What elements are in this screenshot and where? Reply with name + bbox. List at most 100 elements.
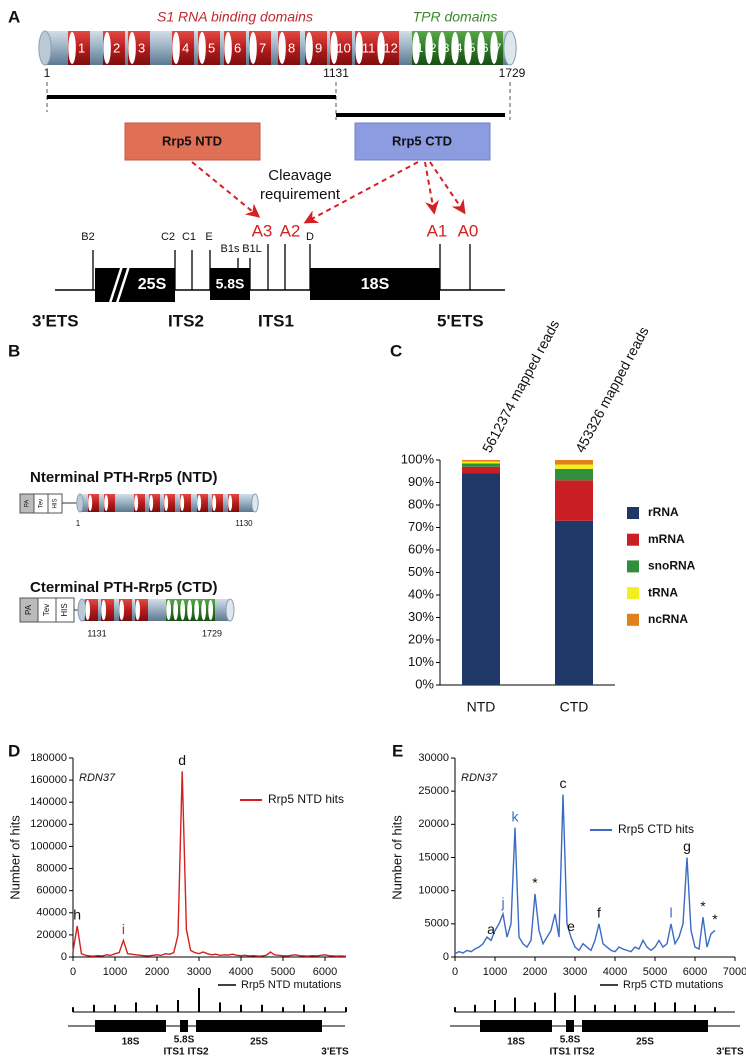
domain-rim: [228, 495, 233, 511]
gene-label: ITS1: [163, 1047, 185, 1058]
domain-rim: [149, 495, 154, 511]
domain-rim: [412, 32, 420, 64]
x-tick-label: 3000: [187, 966, 211, 978]
site-labels: B2 C2 C1 E B1s B1L D: [81, 231, 314, 255]
domain-segment: [180, 494, 191, 512]
domain-number: 5: [208, 40, 215, 55]
domain-number: 5: [469, 41, 476, 55]
bar-segment: [462, 463, 500, 467]
legend-label: snoRNA: [648, 559, 696, 573]
y-tick-label: 80%: [408, 496, 434, 511]
panel-label: C: [390, 341, 402, 360]
gene-label: 18S: [122, 1037, 140, 1048]
data-line: [454, 794, 716, 955]
x-tick-label: 5000: [643, 966, 667, 978]
domain-rim: [101, 600, 107, 620]
bar-segment: [462, 473, 500, 685]
domain-rim: [198, 32, 206, 64]
legend-label: Rrp5 CTD mutations: [623, 979, 724, 991]
gene-label: 25S: [636, 1037, 654, 1048]
tag-label: HIS: [53, 498, 59, 508]
domain-rim: [330, 32, 338, 64]
domain-rim: [166, 600, 172, 620]
chart-subtitle: RDN37: [461, 772, 498, 784]
peak-annotation: g: [683, 838, 691, 854]
region-label: 3'ETS: [32, 311, 79, 330]
site-label: C2: [161, 231, 175, 243]
mutation-bar: [534, 1002, 536, 1012]
cylinder-end: [38, 30, 52, 66]
mutation-bar: [93, 1004, 95, 1012]
region-label: ITS2: [168, 311, 204, 330]
x-tick-label: 1000: [483, 966, 507, 978]
panel-label: D: [8, 741, 20, 760]
domain-segment: [88, 494, 99, 512]
cleavage-text: requirement: [260, 186, 341, 203]
cleavage-site: A3: [252, 221, 273, 240]
mutation-bar: [594, 1004, 596, 1012]
domain-rim: [187, 600, 193, 620]
y-tick-label: 80000: [36, 862, 67, 874]
domain-rim: [464, 32, 472, 64]
y-axis-title: Number of hits: [7, 815, 22, 900]
y-tick-label: 60%: [408, 541, 434, 556]
domain-rim: [88, 495, 93, 511]
domain-rim: [477, 32, 485, 64]
domain-segment: [134, 494, 145, 512]
domain-rim: [103, 32, 111, 64]
category-note: 5612374 mapped reads: [479, 317, 563, 455]
x-tick-label: CTD: [560, 699, 589, 715]
legend-swatch: [627, 587, 639, 600]
y-tick-label: 20%: [408, 631, 434, 646]
site-label: E: [205, 231, 212, 243]
x-tick-label: 6000: [683, 966, 707, 978]
domain-rim: [355, 32, 363, 64]
site-label: B2: [81, 231, 94, 243]
y-tick-label: 50%: [408, 564, 434, 579]
legend-swatch: [627, 613, 639, 626]
x-tick-label: 5000: [271, 966, 295, 978]
domain-rim: [438, 32, 446, 64]
peak-annotation: l: [669, 905, 672, 921]
gene-label: 3'ETS: [716, 1047, 744, 1058]
legend-label: mRNA: [648, 532, 685, 546]
bar-segment: [462, 460, 500, 462]
mutation-bar: [654, 1002, 656, 1012]
mutation-bar: [156, 1004, 158, 1012]
ctd-range-bar: [336, 113, 505, 117]
domain-number: 2: [113, 40, 120, 55]
y-tick-label: 20000: [36, 929, 67, 941]
mutation-bar: [674, 1002, 676, 1012]
mutation-bar: [324, 1007, 326, 1012]
break-mark: [108, 265, 131, 304]
domain-number: 7: [259, 40, 266, 55]
tag-label: Tev: [39, 499, 45, 508]
legend-swatch: [627, 533, 639, 546]
domain-rim: [249, 32, 257, 64]
mutation-bar: [219, 1002, 221, 1012]
y-tick-label: 60000: [36, 885, 67, 897]
block-label: 5.8S: [216, 276, 245, 292]
y-tick-label: 160000: [30, 774, 67, 786]
domain-rim: [85, 600, 91, 620]
category-note: 453326 mapped reads: [572, 324, 652, 455]
peak-annotation: a: [487, 921, 495, 937]
y-tick-label: 20000: [418, 818, 449, 830]
y-tick-label: 180000: [30, 752, 67, 764]
domain-title: TPR domains: [413, 9, 498, 25]
mutation-bar: [474, 1004, 476, 1012]
bar-segment: [555, 480, 593, 521]
x-tick-label: 0: [70, 966, 76, 978]
rrna-block: [210, 268, 250, 300]
mutation-bar: [240, 1004, 242, 1012]
domain-rim: [197, 495, 202, 511]
panel-label: E: [392, 741, 403, 760]
domain-segment: [149, 494, 160, 512]
mutation-bar: [714, 1007, 716, 1012]
y-tick-label: 40%: [408, 586, 434, 601]
construct-title: Nterminal PTH-Rrp5 (NTD): [30, 469, 218, 486]
peak-annotation: *: [700, 898, 706, 914]
y-tick-label: 10%: [408, 654, 434, 669]
y-tick-label: 25000: [418, 785, 449, 797]
panel-label: B: [8, 341, 20, 360]
